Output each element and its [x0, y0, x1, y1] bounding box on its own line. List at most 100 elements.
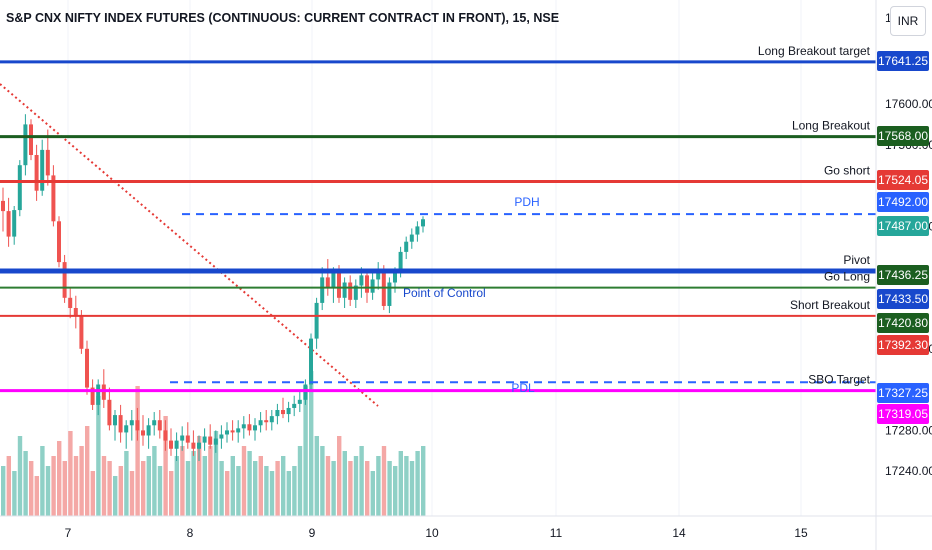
y-tick-label: 17240.00 [885, 464, 932, 478]
volume-bar [320, 446, 325, 516]
candle-body [342, 282, 347, 298]
candle-body [370, 279, 375, 293]
volume-bar [309, 371, 314, 516]
candle-body [253, 425, 257, 431]
candle-body [6, 211, 11, 237]
level-label: Long Breakout target [758, 44, 871, 58]
candle-body [309, 338, 313, 385]
candle-body [286, 407, 291, 415]
candle-body [325, 277, 330, 288]
grid [67, 0, 802, 516]
candle-body [101, 384, 106, 400]
candle-body [241, 424, 246, 429]
candle-body [68, 297, 73, 308]
candle-body [225, 430, 229, 435]
candle-body [281, 410, 285, 415]
level-label: Pivot [843, 253, 870, 267]
volume-bar [146, 456, 151, 516]
candle-body [85, 348, 89, 388]
candle-body [208, 436, 213, 445]
candle-body [57, 221, 61, 263]
price-badge-label: 17492.00 [878, 195, 928, 209]
candle-body [191, 442, 196, 449]
level-label: SBO Target [808, 373, 870, 387]
volume-bar [90, 471, 95, 516]
volume-bar [393, 466, 398, 516]
volume-bar [169, 471, 174, 516]
candle-body [398, 251, 403, 273]
volume-bar [174, 456, 179, 516]
candle-body [348, 282, 353, 300]
candle-body [264, 420, 269, 423]
candle-body [12, 210, 17, 237]
volume-bar [62, 461, 67, 516]
volume-bar [404, 456, 409, 516]
price-badge-label: 17568.00 [878, 129, 928, 143]
volume-bar [241, 446, 247, 516]
candle-body [40, 149, 45, 191]
candle-body [157, 420, 162, 431]
volume-bar [348, 461, 353, 516]
volume-bar [29, 461, 34, 516]
candle-body [213, 438, 218, 445]
trend-line [0, 83, 379, 407]
candle-body [90, 387, 95, 405]
price-badge-label: 17641.25 [878, 54, 928, 68]
currency-button[interactable]: INR [890, 6, 926, 36]
candle-body [202, 436, 207, 443]
price-axis: 17600.0017560.0017480.0017360.0017280.00… [875, 0, 932, 550]
candle-body [146, 425, 151, 436]
price-badge [877, 404, 929, 424]
level-label: Long Breakout [792, 119, 871, 133]
volume-bar [286, 471, 291, 516]
volume-bar [191, 451, 196, 516]
volume-bar [101, 456, 107, 516]
volume-bar [118, 466, 123, 516]
price-badge [877, 383, 929, 403]
x-tick-label: 15 [794, 526, 808, 540]
candle-body [331, 272, 336, 288]
candle-body [152, 420, 157, 426]
candle-body [230, 430, 235, 433]
x-tick-label: 9 [309, 526, 316, 540]
price-badge [877, 265, 929, 285]
candle-body [185, 435, 190, 443]
x-tick-label: 11 [550, 526, 563, 540]
candle-body [258, 420, 263, 426]
price-badge [877, 289, 929, 309]
volume-bar [219, 461, 224, 516]
volume-bar [79, 446, 84, 516]
candle-body [292, 403, 297, 408]
candle-body [34, 155, 39, 191]
candle-body [421, 219, 425, 227]
volume-bar [398, 451, 403, 516]
volume-bar [247, 451, 252, 516]
level-label: PDH [514, 195, 539, 209]
price-badge-label: 17436.25 [878, 268, 928, 282]
candle-body [113, 415, 117, 426]
candle-body [73, 308, 78, 317]
volume-bar [185, 461, 191, 516]
volume-bar [124, 451, 129, 516]
volume-bar [376, 456, 381, 516]
volume-bars [1, 371, 426, 516]
candle-body [409, 234, 414, 242]
volume-bar [17, 436, 23, 516]
candle-body [129, 420, 134, 426]
candle-body [376, 269, 381, 280]
volume-bar [96, 396, 101, 516]
price-badge-label: 17433.50 [878, 292, 928, 306]
volume-bar [381, 446, 387, 516]
trend-line [0, 83, 379, 407]
volume-bar [129, 471, 135, 516]
volume-bar [314, 436, 319, 516]
volume-bar [258, 456, 263, 516]
level-label: Go short [824, 163, 871, 177]
volume-bar [281, 456, 286, 516]
candle-body [62, 262, 67, 298]
volume-bar [253, 461, 258, 516]
price-badge-label: 17487.00 [878, 219, 928, 233]
volume-bar [6, 456, 11, 516]
candle-body [174, 440, 179, 449]
